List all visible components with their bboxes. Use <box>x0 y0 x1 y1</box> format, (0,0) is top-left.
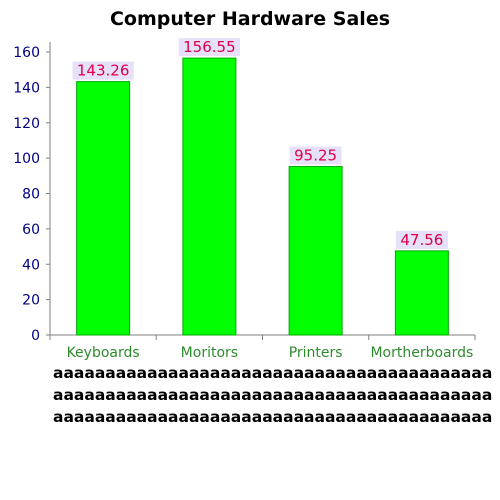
value-label: 47.56 <box>400 231 443 249</box>
value-label-box <box>178 38 240 57</box>
bar-chart: 0 20 40 60 80 100 120 140 160 143.26 156.55 95.25 4… <box>13 38 476 360</box>
y-tick-label: 160 <box>13 45 40 61</box>
y-axis: 0 20 40 60 80 100 120 140 160 <box>13 42 51 344</box>
bar <box>288 166 343 336</box>
category-label: Moritors <box>181 345 238 360</box>
value-label: 95.25 <box>294 147 337 165</box>
value-label: 156.55 <box>183 38 236 56</box>
category-labels: Keyboards Moritors Printers Mortherboards <box>67 345 474 360</box>
footnote-line: aaaaaaaaaaaaaaaaaaaaaaaaaaaaaaaaaaaaaaaa… <box>53 364 493 382</box>
y-tick-label: 20 <box>22 293 40 309</box>
category-label: Keyboards <box>67 345 140 360</box>
y-tick-label: 0 <box>31 328 40 344</box>
chart-title: Computer Hardware Sales <box>109 8 391 30</box>
footnote-line: aaaaaaaaaaaaaaaaaaaaaaaaaaaaaaaaaaaaaaaa… <box>53 386 493 404</box>
footnote-text: aaaaaaaaaaaaaaaaaaaaaaaaaaaaaaaaaaaaaaaa… <box>53 362 493 428</box>
bar <box>76 81 131 336</box>
value-label-box <box>289 146 342 165</box>
y-tick-label: 60 <box>22 222 40 238</box>
bar <box>182 57 237 336</box>
value-label-box <box>395 230 448 249</box>
bars <box>76 57 449 336</box>
y-tick-label: 80 <box>22 187 40 203</box>
footnote-line: aaaaaaaaaaaaaaaaaaaaaaaaaaaaaaaaaaaaaaaa… <box>53 408 493 426</box>
value-label: 143.26 <box>77 62 130 80</box>
y-tick-label: 100 <box>13 151 40 167</box>
value-label-box <box>72 61 134 80</box>
category-label: Printers <box>289 345 343 360</box>
y-tick-label: 140 <box>13 80 40 96</box>
category-label: Mortherboards <box>370 345 473 360</box>
x-axis <box>49 334 476 340</box>
y-tick-label: 40 <box>22 257 40 273</box>
value-labels: 143.26 156.55 95.25 47.56 <box>72 38 448 249</box>
bar <box>394 250 449 336</box>
y-tick-label: 120 <box>13 116 40 132</box>
